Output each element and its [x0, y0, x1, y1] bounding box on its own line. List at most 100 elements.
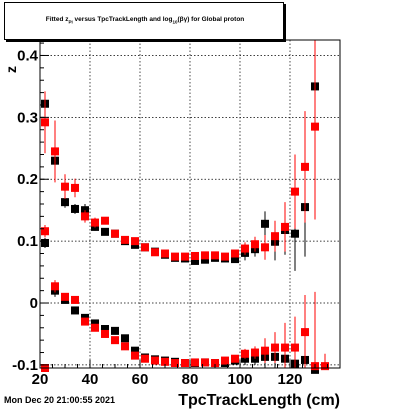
y-tick-label: 0 [30, 295, 38, 312]
marker [51, 282, 59, 291]
red-data-point [241, 348, 249, 359]
red-data-point [271, 220, 279, 252]
red-data-point [51, 120, 59, 183]
marker [141, 243, 149, 252]
marker [121, 342, 129, 351]
x-tick-label: 80 [182, 371, 199, 388]
marker [251, 240, 259, 249]
black-data-point [261, 211, 269, 237]
marker [321, 362, 329, 371]
marker [101, 216, 109, 225]
marker [41, 118, 49, 127]
marker [151, 248, 159, 257]
red-data-point [291, 154, 299, 229]
red-data-point [101, 329, 109, 338]
y-tick-label: -0.1 [12, 357, 38, 374]
red-data-point [201, 251, 209, 260]
marker [81, 317, 89, 326]
red-data-point [111, 336, 119, 345]
red-data-point [191, 358, 199, 367]
marker [191, 256, 199, 265]
marker [131, 237, 139, 246]
y-tick-label: 0.4 [17, 47, 39, 64]
data-markers [41, 40, 329, 374]
red-data-point [181, 252, 189, 261]
red-data-point [71, 295, 79, 304]
red-data-point [41, 91, 49, 154]
x-tick-label: 100 [227, 371, 252, 388]
red-data-point [281, 322, 289, 368]
red-data-point [231, 249, 239, 258]
marker [121, 334, 129, 343]
marker [281, 343, 289, 352]
x-tick-label: 20 [32, 371, 49, 388]
marker [291, 343, 299, 352]
marker [291, 187, 299, 196]
y-axis-label: z [3, 66, 19, 73]
marker [141, 354, 149, 363]
marker [111, 229, 119, 238]
marker [131, 346, 139, 355]
red-data-point [211, 251, 219, 260]
x-tick-label: 40 [82, 371, 99, 388]
red-data-point [101, 216, 109, 225]
marker [101, 227, 109, 236]
red-data-point [121, 342, 129, 351]
y-tick-label: 0.1 [17, 233, 38, 250]
marker [71, 306, 79, 315]
black-data-point [41, 238, 49, 248]
marker [171, 359, 179, 368]
marker [181, 359, 189, 368]
marker [81, 212, 89, 221]
red-data-point [71, 178, 79, 198]
marker [211, 359, 219, 368]
red-data-point [41, 225, 49, 238]
marker [301, 328, 309, 337]
red-data-point [141, 354, 149, 363]
marker [91, 319, 99, 328]
marker [131, 351, 139, 360]
red-data-point [51, 280, 59, 293]
red-data-point [61, 174, 69, 200]
marker [91, 323, 99, 332]
red-data-point [151, 248, 159, 257]
red-data-point [91, 323, 99, 332]
marker [101, 325, 109, 334]
marker [121, 235, 129, 244]
marker [111, 336, 119, 345]
marker [161, 357, 169, 366]
black-data-point [111, 326, 119, 335]
red-data-point [201, 358, 209, 367]
red-data-point [61, 292, 69, 301]
red-data-point [81, 210, 89, 223]
marker [91, 218, 99, 227]
footer-datetime: Mon Dec 20 21:00:55 2021 [4, 395, 116, 405]
marker [231, 354, 239, 363]
black-data-point [121, 334, 129, 343]
red-data-point [161, 249, 169, 258]
marker [221, 252, 229, 261]
red-data-point [151, 356, 159, 365]
red-data-point [111, 229, 119, 238]
marker [181, 252, 189, 261]
x-tick-label: 60 [132, 371, 149, 388]
red-data-point [171, 359, 179, 368]
red-data-point [231, 354, 239, 363]
marker [101, 329, 109, 338]
red-data-point [121, 235, 129, 244]
red-data-point [81, 317, 89, 326]
red-data-point [291, 316, 299, 368]
red-data-point [301, 111, 309, 223]
marker [191, 251, 199, 260]
axis-ticks [39, 42, 341, 368]
black-data-point [101, 227, 109, 236]
red-data-point [191, 251, 199, 260]
marker [211, 251, 219, 260]
red-data-point [311, 40, 319, 220]
red-data-point [241, 242, 249, 255]
chart-title: Fitted zPi versus TpcTrackLength and log… [5, 16, 285, 24]
marker [151, 356, 159, 365]
red-data-point [221, 252, 229, 261]
title-sub-pi: Pi [68, 19, 73, 25]
title-post: (βγ) for Global proton [177, 16, 245, 23]
